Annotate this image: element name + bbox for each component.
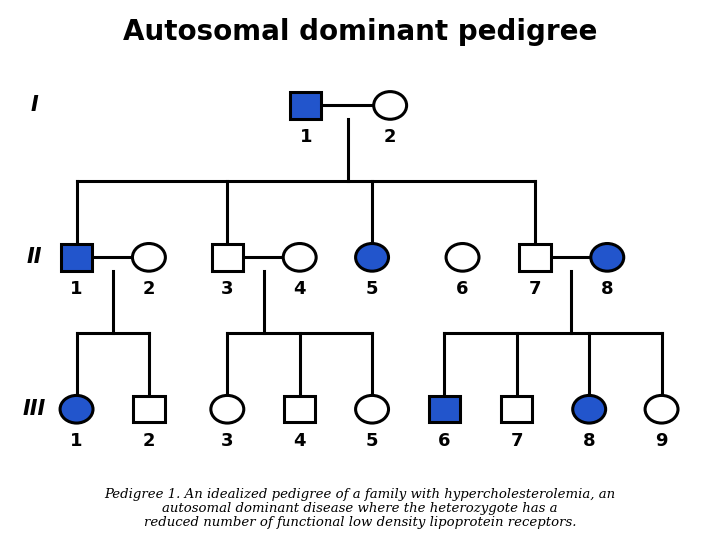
Bar (284, 396, 315, 422)
Ellipse shape (356, 395, 389, 423)
Bar (290, 92, 321, 119)
Text: 3: 3 (221, 431, 233, 449)
Text: 8: 8 (601, 280, 613, 298)
Bar (428, 396, 460, 422)
Text: 2: 2 (143, 280, 156, 298)
Bar (501, 396, 533, 422)
Text: 2: 2 (143, 431, 156, 449)
Ellipse shape (645, 395, 678, 423)
Text: 6: 6 (438, 431, 451, 449)
Text: 7: 7 (510, 431, 523, 449)
Text: 3: 3 (221, 280, 233, 298)
Text: 5: 5 (366, 280, 378, 298)
Text: 1: 1 (71, 431, 83, 449)
Text: Autosomal dominant pedigree: Autosomal dominant pedigree (123, 18, 597, 46)
Text: 6: 6 (456, 280, 469, 298)
Text: 7: 7 (528, 280, 541, 298)
Text: 1: 1 (71, 280, 83, 298)
Text: 4: 4 (294, 431, 306, 449)
Text: 4: 4 (294, 280, 306, 298)
Ellipse shape (211, 395, 244, 423)
Bar (519, 244, 551, 271)
Ellipse shape (591, 244, 624, 271)
Ellipse shape (283, 244, 316, 271)
Ellipse shape (60, 395, 93, 423)
Ellipse shape (572, 395, 606, 423)
Text: Pedigree 1. An idealized pedigree of a family with hypercholesterolemia, an: Pedigree 1. An idealized pedigree of a f… (104, 488, 616, 501)
Text: 8: 8 (583, 431, 595, 449)
Bar (133, 396, 165, 422)
Ellipse shape (446, 244, 479, 271)
Text: 5: 5 (366, 431, 378, 449)
Bar (61, 244, 92, 271)
Ellipse shape (132, 244, 166, 271)
Text: 9: 9 (655, 431, 668, 449)
Text: 1: 1 (300, 128, 312, 146)
Ellipse shape (356, 244, 389, 271)
Bar (212, 244, 243, 271)
Text: I: I (30, 96, 38, 116)
Text: autosomal dominant disease where the heterozygote has a: autosomal dominant disease where the het… (162, 502, 558, 515)
Text: 2: 2 (384, 128, 397, 146)
Text: reduced number of functional low density lipoprotein receptors.: reduced number of functional low density… (144, 516, 576, 529)
Text: II: II (27, 247, 42, 267)
Text: III: III (23, 399, 46, 419)
Ellipse shape (374, 92, 407, 119)
